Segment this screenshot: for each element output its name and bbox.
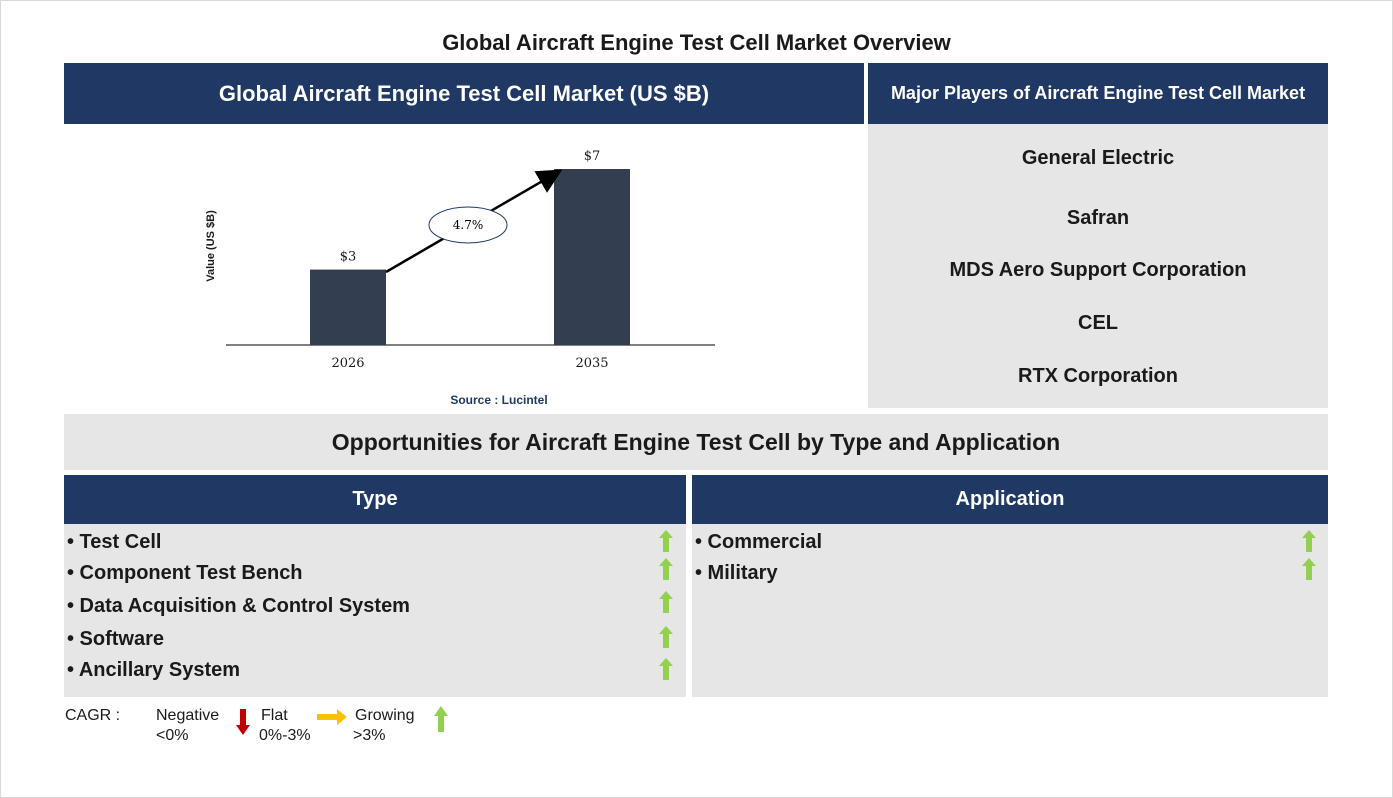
growing-arrow-icon xyxy=(659,658,673,680)
cagr-label: 4.7% xyxy=(453,218,484,232)
opportunities-title: Opportunities for Aircraft Engine Test C… xyxy=(64,414,1328,470)
type-panel xyxy=(64,524,686,697)
growing-arrow-icon xyxy=(1302,558,1316,580)
chart-source: Source : Lucintel xyxy=(450,393,547,407)
flat-arrow-icon xyxy=(317,709,347,725)
legend-negative-name: Negative xyxy=(156,707,220,724)
player-general-electric: General Electric xyxy=(1021,147,1175,169)
legend-label: CAGR : xyxy=(65,707,121,724)
legend-growing-name: Growing xyxy=(355,707,415,724)
application-item-commercial: • Commercial xyxy=(695,531,823,553)
growing-arrow-icon xyxy=(659,530,673,552)
player-rtx: RTX Corporation xyxy=(1018,365,1178,387)
growing-arrow-icon xyxy=(434,706,448,732)
type-item-component-test-bench: • Component Test Bench xyxy=(67,562,303,584)
type-header: Type xyxy=(64,475,686,524)
market-panel-header: Global Aircraft Engine Test Cell Market … xyxy=(64,63,864,124)
bar-value-label: $3 xyxy=(340,250,357,265)
application-item-military: • Military xyxy=(695,562,778,584)
legend-flat-name: Flat xyxy=(261,707,288,724)
players-panel-header: Major Players of Aircraft Engine Test Ce… xyxy=(868,63,1328,124)
bar-2035 xyxy=(554,169,630,345)
chart-y-axis-label: Value (US $B) xyxy=(205,210,217,282)
market-chart: Value (US $B) $3 2026 $7 2035 4.7% Source :… xyxy=(205,149,715,407)
application-panel xyxy=(692,524,1328,697)
legend-growing-range: >3% xyxy=(353,727,386,744)
type-item-ancillary-system: • Ancillary System xyxy=(67,659,241,681)
application-header: Application xyxy=(692,475,1328,524)
cagr-bubble xyxy=(428,206,508,244)
x-tick-label: 2026 xyxy=(331,356,364,371)
players-list: General Electric Safran MDS Aero Support… xyxy=(868,124,1328,408)
type-item-test-cell: • Test Cell xyxy=(67,531,162,553)
growing-arrow-icon xyxy=(659,626,673,648)
bar-value-label: $7 xyxy=(584,149,601,164)
player-safran: Safran xyxy=(1066,207,1130,229)
growing-arrow-icon xyxy=(659,558,673,580)
growing-arrow-icon xyxy=(1302,530,1316,552)
player-cel: CEL xyxy=(1078,312,1118,334)
type-item-data-acquisition: • Data Acquisition & Control System xyxy=(67,595,410,617)
type-item-software: • Software xyxy=(67,628,165,650)
player-mds-aero: MDS Aero Support Corporation xyxy=(949,259,1247,281)
growing-arrow-icon xyxy=(659,591,673,613)
x-tick-label: 2035 xyxy=(575,356,608,371)
legend-flat-range: 0%-3% xyxy=(259,727,311,744)
negative-arrow-icon xyxy=(236,709,250,735)
bar-2026 xyxy=(310,269,386,345)
page-title: Global Aircraft Engine Test Cell Market … xyxy=(442,30,951,55)
legend-negative-range: <0% xyxy=(156,727,189,744)
